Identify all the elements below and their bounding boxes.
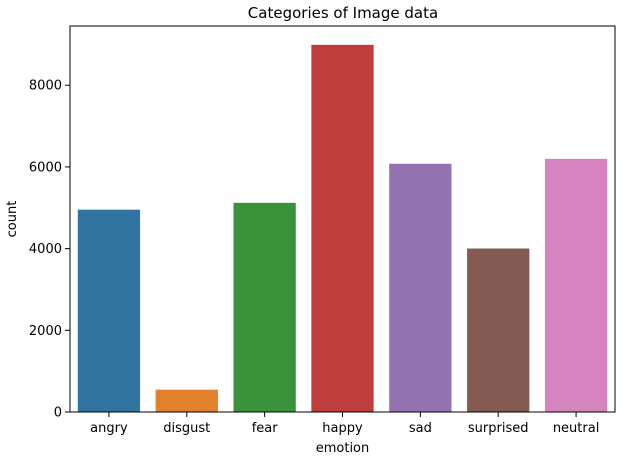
x-tick-label: happy (322, 421, 363, 436)
x-tick-label: fear (252, 421, 279, 436)
y-tick-label: 6000 (29, 160, 62, 175)
y-tick-label: 4000 (29, 242, 62, 257)
bar-sad (389, 163, 452, 412)
bar-neutral (544, 158, 608, 412)
x-tick-label: angry (90, 421, 128, 436)
bar-happy (311, 44, 374, 413)
bar-disgust (155, 389, 218, 412)
bar-surprised (467, 248, 530, 412)
bars-group (77, 44, 608, 413)
x-tick-label: disgust (163, 421, 210, 436)
bar-fear (233, 202, 296, 412)
y-axis: 0 2000 4000 6000 8000 (29, 79, 70, 421)
y-tick-label: 0 (54, 406, 62, 421)
bar-angry (77, 209, 141, 412)
y-axis-label: count (5, 201, 20, 238)
x-axis: angry disgust fear happy sad surprised neutral (90, 412, 599, 436)
y-tick-label: 8000 (29, 79, 62, 94)
y-tick-label: 2000 (29, 324, 62, 339)
plot-frame (69, 25, 616, 413)
x-tick-label: surprised (468, 421, 529, 436)
x-axis-label: emotion (316, 441, 370, 456)
x-tick-label: sad (409, 421, 432, 436)
x-tick-label: neutral (553, 421, 600, 436)
chart-title: Categories of Image data (248, 4, 438, 22)
